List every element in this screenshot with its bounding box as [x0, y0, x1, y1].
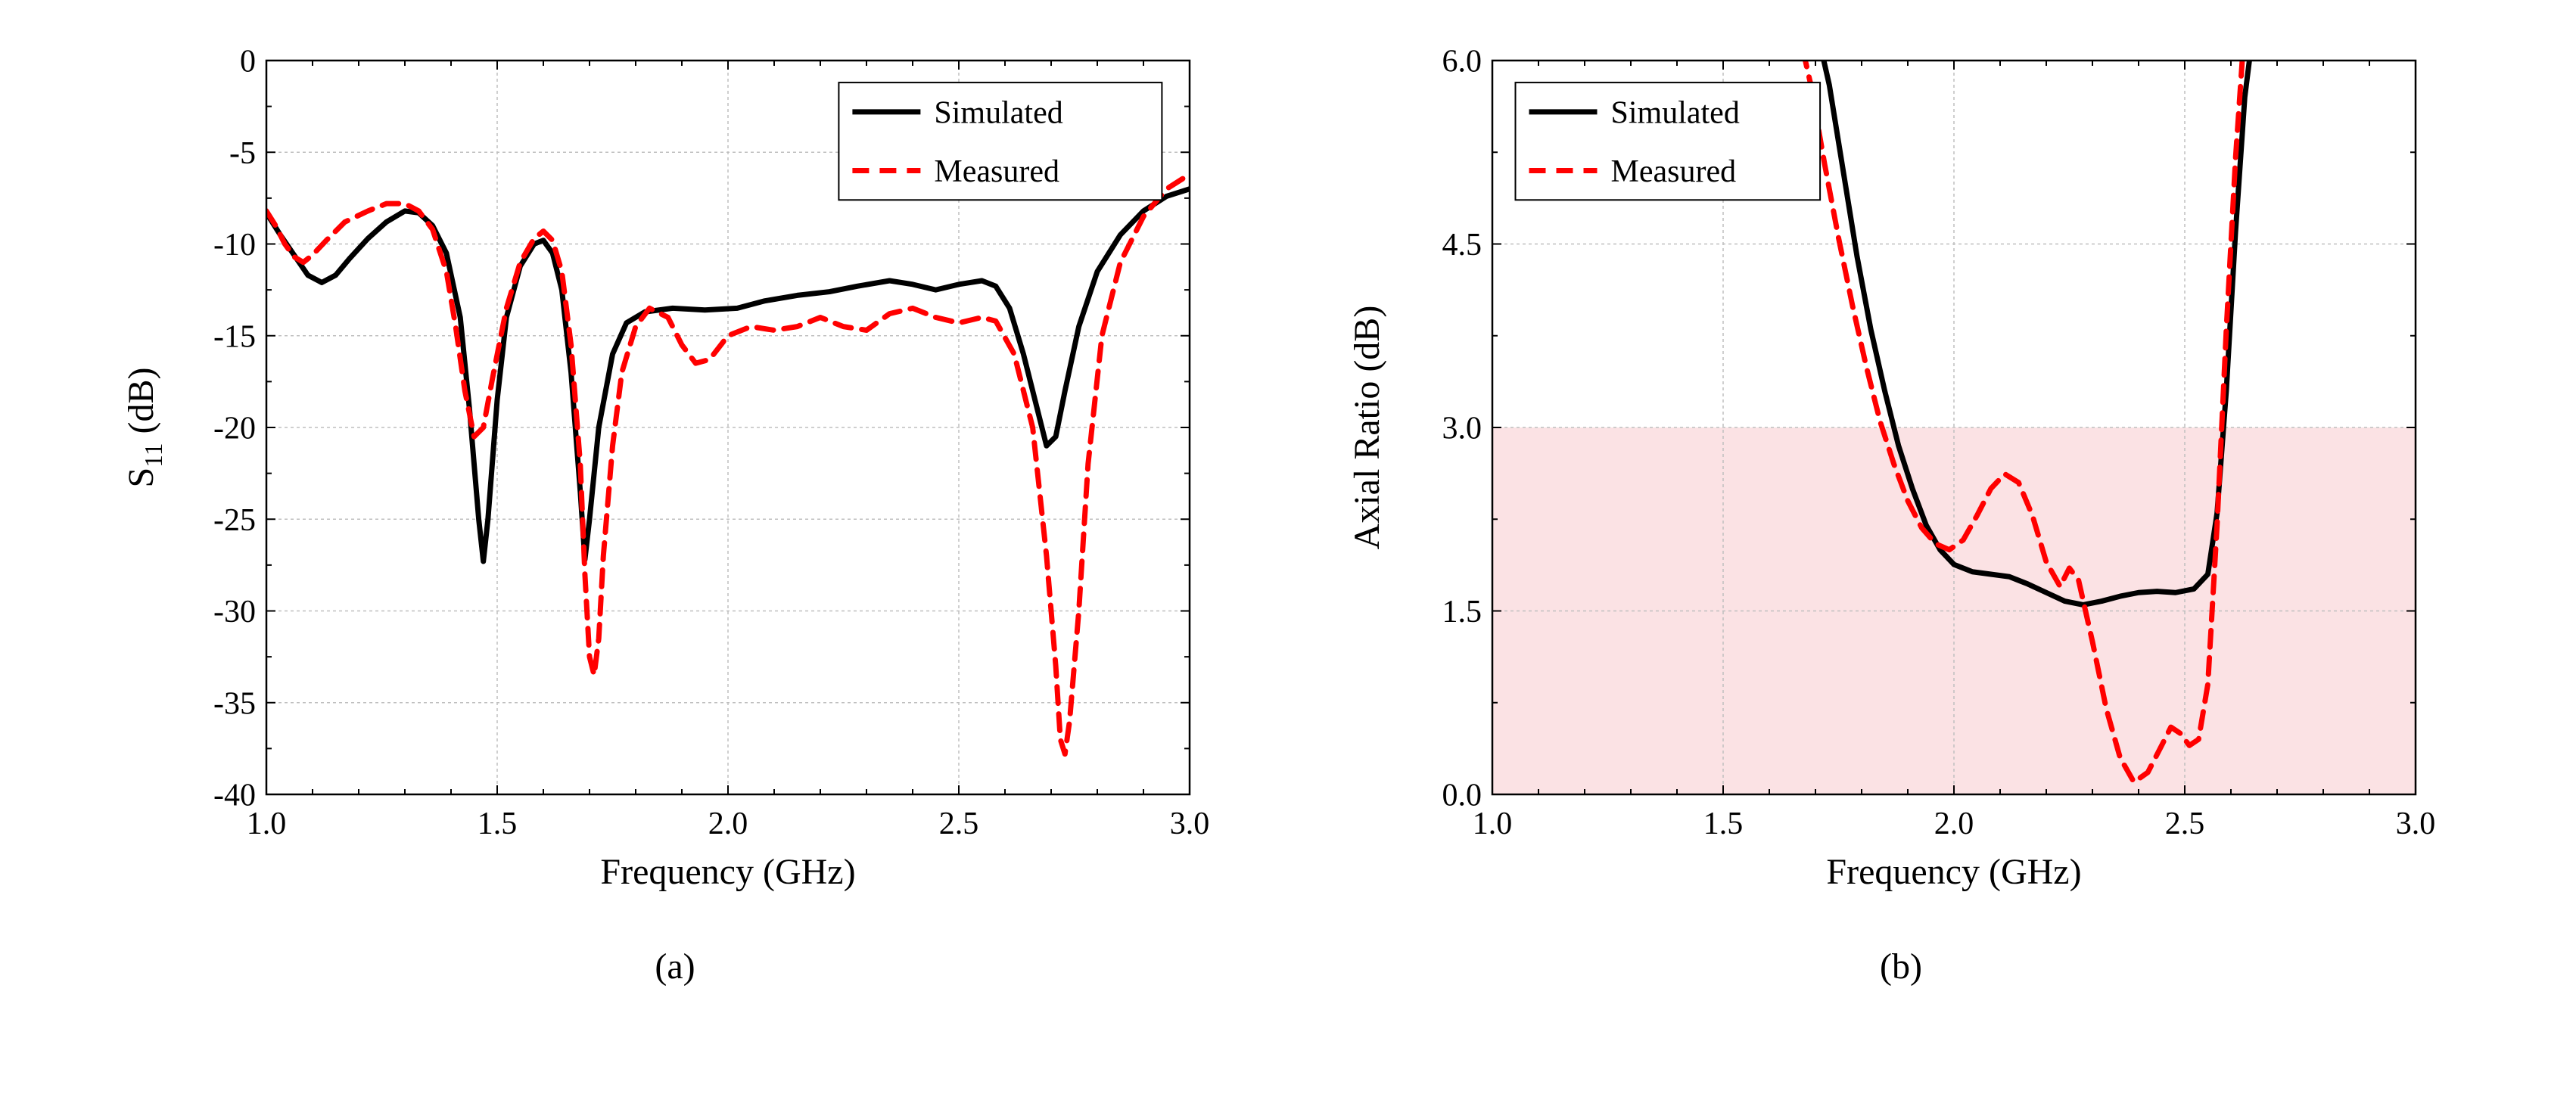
svg-text:0.0: 0.0 — [1442, 779, 1482, 813]
svg-text:2.5: 2.5 — [939, 807, 979, 841]
svg-text:4.5: 4.5 — [1442, 228, 1482, 263]
svg-text:6.0: 6.0 — [1442, 45, 1482, 79]
svg-text:-35: -35 — [213, 686, 256, 721]
panel-b: 1.01.52.02.53.00.01.53.04.56.0Frequency … — [1333, 30, 2469, 987]
chart-b: 1.01.52.02.53.00.01.53.04.56.0Frequency … — [1333, 30, 2469, 900]
svg-text:1.5: 1.5 — [1442, 595, 1482, 629]
svg-text:2.0: 2.0 — [708, 807, 748, 841]
figure-container: 1.01.52.02.53.0-40-35-30-25-20-15-10-50F… — [0, 0, 2576, 1094]
subcaption-a: (a) — [655, 946, 695, 987]
svg-text:-25: -25 — [213, 503, 256, 538]
svg-text:1.5: 1.5 — [478, 807, 518, 841]
svg-text:-10: -10 — [213, 228, 256, 263]
svg-text:Measured: Measured — [1611, 154, 1737, 189]
svg-text:S11 (dB): S11 (dB) — [121, 367, 168, 487]
svg-text:3.0: 3.0 — [1442, 412, 1482, 446]
svg-text:-15: -15 — [213, 319, 256, 354]
svg-text:Measured: Measured — [934, 154, 1059, 189]
chart-a: 1.01.52.02.53.0-40-35-30-25-20-15-10-50F… — [107, 30, 1243, 900]
svg-text:3.0: 3.0 — [1170, 807, 1210, 841]
svg-text:1.5: 1.5 — [1703, 807, 1744, 841]
svg-text:-30: -30 — [213, 595, 256, 629]
svg-text:Frequency (GHz): Frequency (GHz) — [1826, 852, 2081, 892]
subcaption-b: (b) — [1880, 946, 1922, 987]
svg-text:Frequency (GHz): Frequency (GHz) — [600, 852, 855, 892]
svg-text:-20: -20 — [213, 412, 256, 446]
svg-text:3.0: 3.0 — [2396, 807, 2436, 841]
svg-text:Axial Ratio (dB): Axial Ratio (dB) — [1347, 306, 1387, 550]
svg-text:-40: -40 — [213, 779, 256, 813]
svg-text:Simulated: Simulated — [1611, 96, 1740, 131]
svg-text:-5: -5 — [229, 136, 256, 171]
svg-text:Simulated: Simulated — [934, 96, 1062, 131]
svg-text:2.5: 2.5 — [2165, 807, 2205, 841]
svg-text:0: 0 — [240, 45, 256, 79]
panel-a: 1.01.52.02.53.0-40-35-30-25-20-15-10-50F… — [107, 30, 1243, 987]
svg-text:2.0: 2.0 — [1934, 807, 1974, 841]
